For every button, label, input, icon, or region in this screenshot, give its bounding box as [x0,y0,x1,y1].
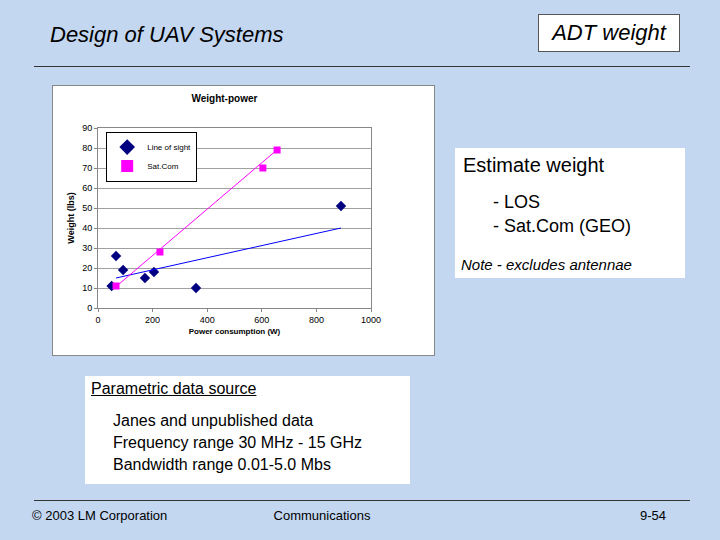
html-text:Note - excludes antennae: Note - excludes antennae [461,256,632,273]
svg-text:30: 30 [82,243,92,253]
svg-text:40: 40 [82,223,92,233]
svg-text:200: 200 [145,315,160,325]
svg-text:600: 600 [254,315,269,325]
svg-text:20: 20 [82,263,92,273]
html-text:Communications: Communications [273,508,371,523]
svg-text:50: 50 [82,203,92,213]
html-text:Parametric data source: Parametric data source [91,380,257,397]
svg-text:0: 0 [95,315,100,325]
html-text:- Sat.Com (GEO): - Sat.Com (GEO) [493,216,631,236]
svg-text:Line of sight: Line of sight [147,143,191,152]
html-text:Janes and unpublished data: Janes and unpublished data [113,412,314,429]
html-text:- LOS: - LOS [493,192,540,212]
html-text:ADT weight: ADT weight [552,20,666,45]
svg-text:Sat.Com: Sat.Com [147,162,178,171]
svg-text:800: 800 [309,315,324,325]
svg-text:60: 60 [82,183,92,193]
svg-text:10: 10 [82,283,92,293]
html-text:Design of UAV Systems: Design of UAV Systems [50,22,284,47]
svg-text:70: 70 [82,163,92,173]
svg-text:Weight (lbs): Weight (lbs) [66,192,76,243]
svg-text:Power consumption (W): Power consumption (W) [189,327,281,336]
svg-text:1000: 1000 [361,315,381,325]
html-text:9-54: 9-54 [640,508,666,523]
svg-text:Weight-power: Weight-power [191,93,257,104]
svg-text:0: 0 [87,303,92,313]
svg-text:400: 400 [200,315,215,325]
html-text:© 2003 LM Corporation: © 2003 LM Corporation [32,508,168,523]
svg-text:90: 90 [82,123,92,133]
html-text:Bandwidth range 0.01-5.0 Mbs: Bandwidth range 0.01-5.0 Mbs [113,456,331,473]
html-text:Estimate weight: Estimate weight [463,154,605,176]
svg-text:80: 80 [82,143,92,153]
html-text:Frequency range 30 MHz - 15 GH: Frequency range 30 MHz - 15 GHz [113,434,362,451]
